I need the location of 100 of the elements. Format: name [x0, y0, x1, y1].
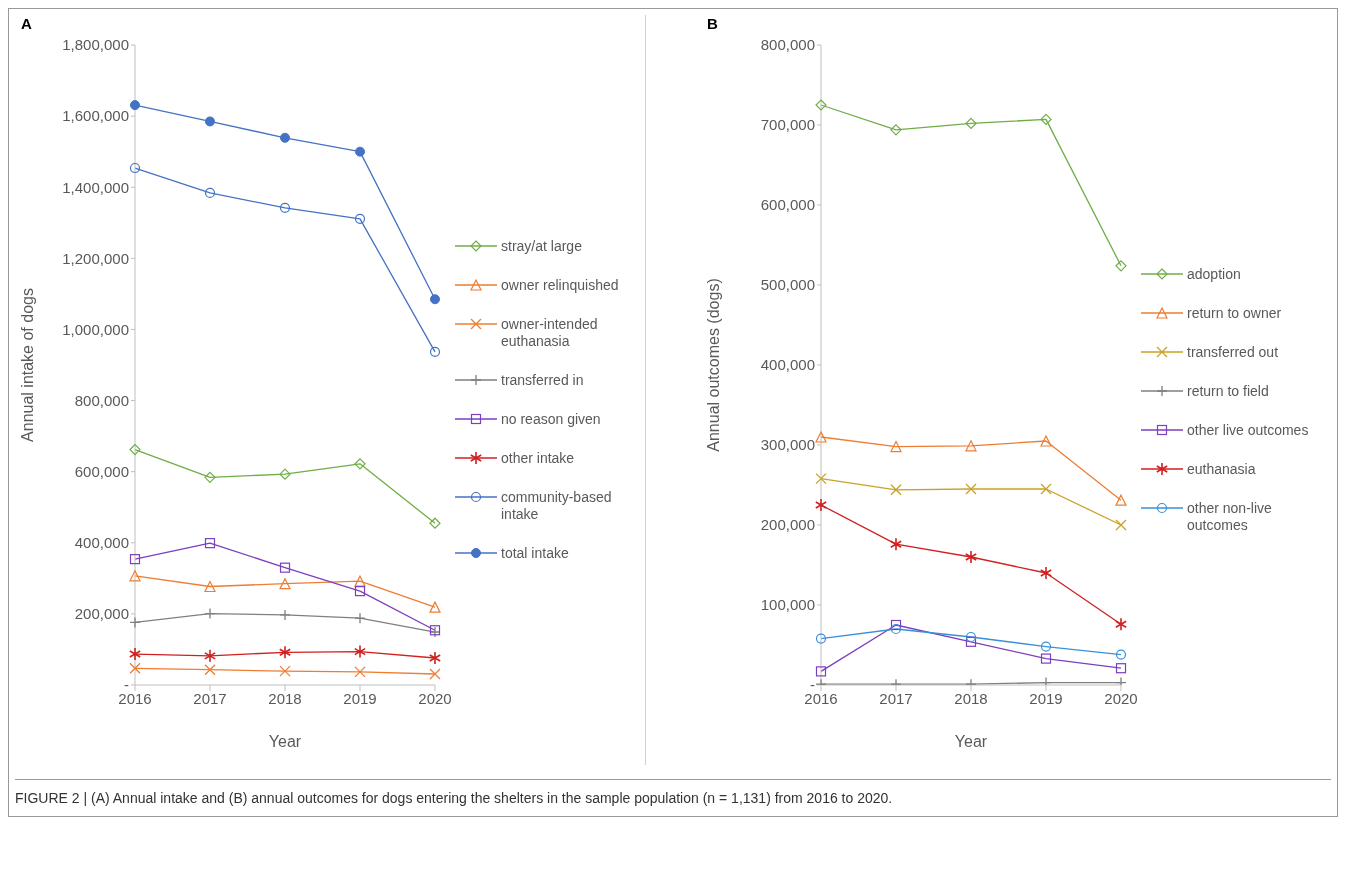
point [890, 441, 902, 453]
point [890, 623, 902, 635]
point [1040, 113, 1052, 125]
y-tick-label: 200,000 [74, 605, 129, 623]
point [890, 124, 902, 136]
point [354, 586, 366, 597]
point [815, 498, 827, 512]
point [1040, 435, 1052, 447]
legend-label: return to field [1187, 383, 1269, 400]
point [354, 213, 366, 224]
legend-label: return to owner [1187, 305, 1282, 322]
y-tick-label: 1,000,000 [62, 320, 129, 338]
legend-label: other intake [501, 450, 575, 467]
point [430, 294, 440, 305]
legend-label: owner-intended euthanasia [501, 316, 599, 350]
x-tick-label: 2020 [1104, 689, 1138, 707]
point [1115, 519, 1127, 531]
legend-label: total intake [501, 545, 569, 562]
point [130, 100, 140, 111]
point [354, 644, 366, 659]
point [965, 636, 977, 647]
y-tick-label: 600,000 [760, 196, 815, 214]
point [1115, 617, 1127, 631]
x-tick-label: 2019 [1029, 689, 1063, 707]
x-tick-label: 2020 [418, 689, 452, 707]
y-tick-label: 400,000 [760, 356, 815, 374]
point [279, 202, 291, 213]
point [965, 550, 977, 564]
point [1040, 566, 1052, 580]
legend-label: no reason given [501, 411, 601, 428]
point [354, 612, 366, 624]
point [279, 645, 291, 660]
point [129, 662, 141, 674]
y-tick-label: 800,000 [760, 36, 815, 54]
y-tick-label: 1,800,000 [62, 36, 129, 54]
point [890, 484, 902, 496]
y-axis-title: Annual outcomes (dogs) [704, 278, 722, 452]
y-tick-label: 500,000 [760, 276, 815, 294]
point [429, 668, 441, 680]
point [429, 651, 441, 665]
y-axis-title: Annual intake of dogs [18, 288, 36, 442]
y-tick-label: 1,600,000 [62, 107, 129, 125]
legend-label: other non-live outcomes [1187, 500, 1273, 534]
y-tick-label: 700,000 [760, 116, 815, 134]
point [205, 116, 215, 127]
point [1115, 260, 1127, 272]
point [129, 570, 141, 582]
x-tick-label: 2019 [343, 689, 377, 707]
point [815, 99, 827, 111]
point [204, 607, 216, 620]
legend-label: transferred in [501, 372, 584, 389]
legend-label: adoption [1187, 266, 1241, 283]
point [355, 146, 365, 157]
point [354, 666, 366, 678]
point [129, 444, 141, 456]
point [354, 458, 366, 470]
x-axis-title: Year [954, 733, 988, 750]
y-tick-label: 600,000 [74, 462, 129, 480]
x-tick-label: 2017 [879, 689, 913, 707]
point [1040, 641, 1052, 652]
point [890, 537, 902, 551]
y-tick-label: 200,000 [760, 516, 815, 534]
legend-label: community-based intake [501, 489, 613, 523]
point [815, 431, 827, 443]
x-tick-label: 2018 [268, 689, 302, 707]
legend-label: stray/at large [501, 238, 582, 255]
point [965, 631, 977, 643]
y-tick-label: 1,200,000 [62, 249, 129, 267]
point [280, 132, 290, 143]
y-tick-label: 400,000 [74, 534, 129, 552]
point [129, 554, 141, 565]
point [1115, 494, 1127, 506]
point [429, 517, 441, 529]
point [1115, 663, 1127, 674]
point [279, 562, 291, 573]
point [279, 609, 291, 621]
point [890, 619, 902, 631]
point [204, 664, 216, 676]
point [204, 187, 216, 199]
legend-label: transferred out [1187, 344, 1279, 361]
x-tick-label: 2018 [954, 689, 988, 707]
caption: FIGURE 2 | (A) Annual intake and (B) annual outcomes for dogs entering the shelters in the sample population (n = 1,131) from 2016 to 2020. [15, 779, 1331, 806]
point [1115, 676, 1127, 685]
point [204, 649, 216, 663]
y-tick-label: 100,000 [760, 596, 815, 614]
point [815, 666, 827, 677]
legend-label: other live outcomes [1187, 422, 1309, 439]
point [279, 468, 291, 480]
point [965, 483, 977, 495]
point [204, 580, 216, 593]
point [1040, 483, 1052, 495]
point [279, 665, 291, 677]
point [1115, 649, 1127, 660]
y-tick-label: 1,400,000 [62, 178, 129, 196]
point [815, 472, 827, 485]
point [965, 117, 977, 129]
point [815, 633, 827, 644]
y-tick-label: 800,000 [74, 391, 129, 409]
x-tick-label: 2017 [193, 689, 227, 707]
chart-title: B [707, 15, 719, 34]
